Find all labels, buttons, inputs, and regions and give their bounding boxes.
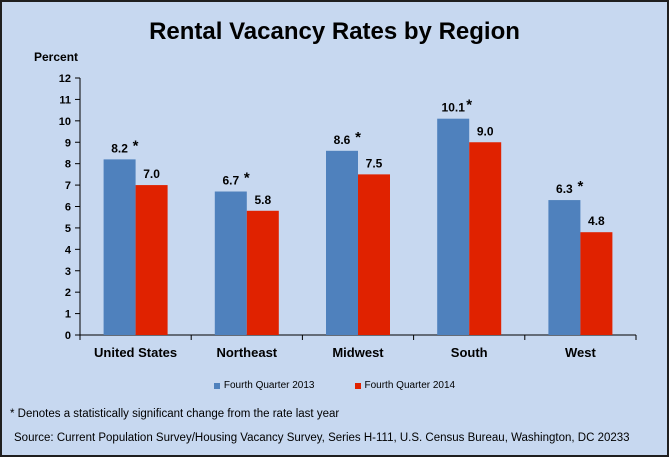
- data-label: 8.2: [111, 141, 128, 155]
- legend: Fourth Quarter 2013 Fourth Quarter 2014: [2, 380, 667, 391]
- x-category-label: West: [565, 345, 596, 360]
- y-tick-label: 7: [65, 180, 71, 192]
- bar-2014: [469, 142, 502, 335]
- x-category-label: Northeast: [216, 345, 277, 360]
- significance-marker: *: [244, 170, 250, 187]
- y-tick-label: 9: [65, 137, 71, 149]
- x-category-label: Midwest: [332, 345, 384, 360]
- bar-2014: [246, 210, 279, 335]
- y-tick-label: 8: [65, 159, 71, 171]
- source-note: Source: Current Population Survey/Housin…: [14, 432, 630, 444]
- data-label: 9.0: [477, 124, 494, 138]
- bar-2013: [214, 191, 247, 335]
- y-tick-label: 2: [65, 287, 71, 299]
- y-tick-label: 1: [65, 309, 71, 321]
- data-label: 8.6: [334, 133, 351, 147]
- y-axis-label: Percent: [34, 50, 79, 64]
- data-label: 6.3: [556, 182, 573, 196]
- significance-marker: *: [577, 178, 583, 195]
- bar-2014: [358, 174, 390, 335]
- legend-swatch-2013: [213, 382, 220, 389]
- legend-swatch-2014: [354, 382, 361, 389]
- legend-item-2014: Fourth Quarter 2014: [354, 380, 456, 391]
- footnote: * Denotes a statistically significant ch…: [10, 408, 340, 420]
- x-category-label: United States: [94, 345, 177, 360]
- legend-label-2014: Fourth Quarter 2014: [364, 380, 456, 391]
- bar-2013: [326, 150, 358, 335]
- y-tick-label: 11: [59, 94, 71, 106]
- data-label: 10.1: [442, 101, 466, 115]
- legend-item-2013: Fourth Quarter 2013: [213, 380, 315, 391]
- chart-title: Rental Vacancy Rates by Region: [149, 18, 520, 45]
- data-label: 6.7: [222, 174, 239, 188]
- significance-marker: *: [355, 129, 361, 146]
- y-tick-label: 0: [65, 330, 71, 342]
- y-tick-label: 12: [59, 73, 71, 85]
- y-tick-label: 6: [65, 202, 71, 214]
- data-label: 5.8: [254, 193, 271, 207]
- significance-marker: *: [466, 97, 472, 114]
- x-category-label: South: [451, 345, 488, 360]
- bar-2013: [437, 118, 470, 335]
- significance-marker: *: [133, 137, 139, 154]
- bar-2013: [548, 200, 581, 335]
- data-label: 4.8: [588, 214, 605, 228]
- y-tick-label: 3: [65, 266, 71, 278]
- legend-label-2013: Fourth Quarter 2013: [223, 380, 315, 391]
- y-tick-label: 5: [65, 223, 71, 235]
- y-tick-label: 10: [59, 116, 71, 128]
- bar-2014: [135, 185, 168, 335]
- data-label: 7.0: [143, 167, 160, 181]
- y-tick-label: 4: [65, 244, 72, 256]
- bar-2013: [103, 159, 136, 335]
- data-label: 7.5: [366, 156, 383, 170]
- bar-2014: [580, 232, 613, 335]
